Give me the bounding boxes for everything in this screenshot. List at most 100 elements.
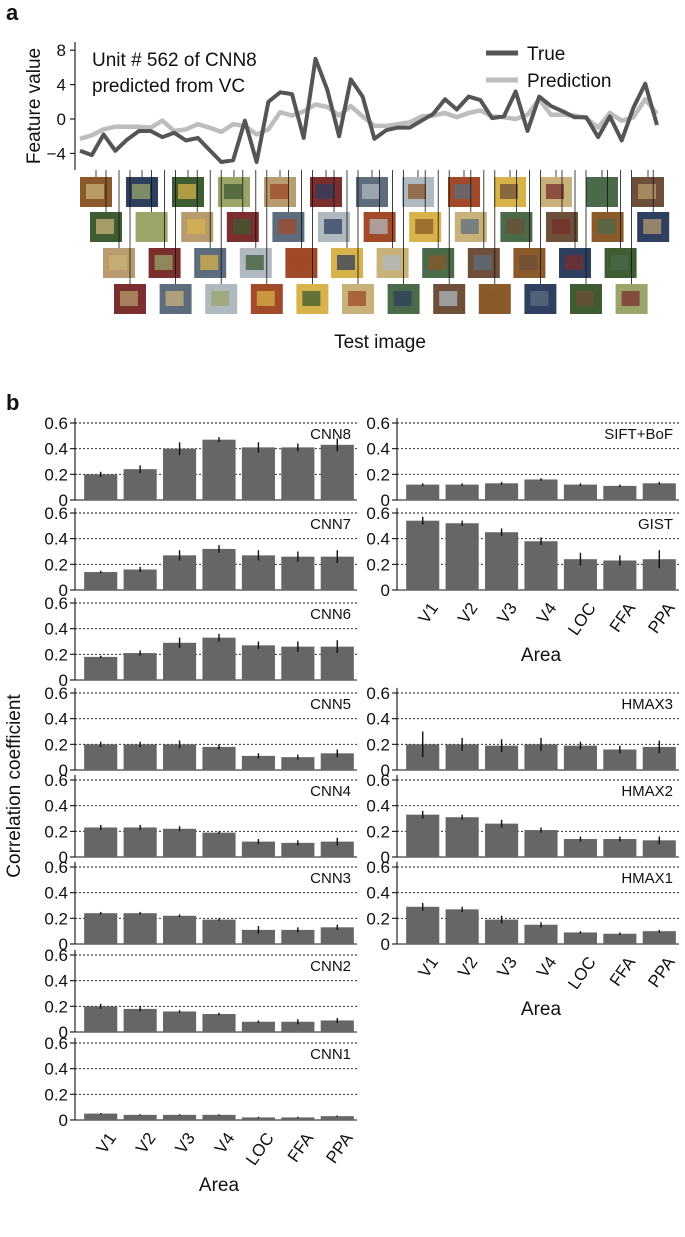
- bar-v4: [202, 1014, 236, 1032]
- bar-ppa: [642, 931, 676, 944]
- bar-loc: [241, 555, 275, 590]
- bar-v2: [123, 1114, 157, 1120]
- bar-v4: [202, 832, 236, 857]
- x-tick-label-v3: V3: [493, 599, 520, 627]
- bar-ppa: [320, 444, 354, 500]
- bar-ppa: [320, 1020, 354, 1032]
- y-tick-label: 0.6: [366, 414, 390, 433]
- y-tick-label: 0.6: [44, 771, 68, 790]
- bar-v3: [163, 1011, 197, 1032]
- y-tick-label: 0: [59, 491, 68, 510]
- x-axis-label: Area: [521, 645, 562, 666]
- bar-loc: [563, 745, 597, 770]
- x-tick-label-v3: V3: [493, 953, 520, 981]
- panel-a-annotation-line2: predicted from VC: [92, 76, 245, 97]
- panel-a-y-tick-label: −4: [47, 144, 66, 163]
- y-tick-label: 0.4: [44, 440, 68, 459]
- y-tick-label: 0.4: [44, 530, 68, 549]
- y-tick-label: 0.6: [44, 858, 68, 877]
- bar-v2: [123, 653, 157, 680]
- bar-v2: [123, 744, 157, 770]
- y-tick-label: 0.2: [366, 735, 390, 754]
- x-tick-label-loc: LOC: [564, 599, 600, 639]
- bar-ffa: [281, 929, 315, 944]
- x-tick-label-ffa: FFA: [606, 953, 640, 990]
- thumbnail-object: [302, 291, 321, 306]
- thumbnail-object: [592, 184, 610, 199]
- bar-v1: [84, 744, 118, 770]
- y-tick-label: 0.6: [44, 504, 68, 523]
- bar-ffa: [281, 556, 315, 590]
- bar-v4: [202, 919, 236, 944]
- thumbnail-object: [382, 255, 401, 270]
- y-tick-label: 0.6: [44, 414, 68, 433]
- bar-v3: [163, 744, 197, 770]
- panel-title-cnn2: CNN2: [310, 958, 351, 975]
- bar-panel-cnn4: 0 0.2 0.4 0.6 CNN4: [44, 771, 357, 867]
- bar-panel-cnn3: 0 0.2 0.4 0.6 CNN3: [44, 858, 357, 954]
- y-tick-label: 0.2: [44, 555, 68, 574]
- thumbnail-object: [256, 291, 275, 306]
- y-tick-label: 0.4: [366, 884, 390, 903]
- bar-panel-cnn7: 0 0.2 0.4 0.6 CNN7: [44, 504, 357, 600]
- bar-v1: [84, 572, 118, 590]
- y-tick-label: 0.4: [366, 530, 390, 549]
- bar-v1: [84, 1113, 118, 1120]
- panel-title-hmax2: HMAX2: [621, 783, 673, 800]
- bar-v3: [163, 828, 197, 857]
- y-tick-label: 0.2: [366, 555, 390, 574]
- bar-panel-cnn1: 0 0.2 0.4 0.6 CNN1 V1 V2 V3 V4 LOC FFA PPA Area: [44, 1034, 357, 1196]
- y-tick-label: 0: [59, 581, 68, 600]
- y-tick-label: 0.4: [44, 710, 68, 729]
- thumbnail-object: [109, 255, 127, 270]
- y-tick-label: 0.4: [44, 1060, 68, 1079]
- thumbnail-object: [154, 255, 173, 270]
- bar-v2: [123, 1008, 157, 1032]
- series-line-true: [79, 56, 659, 164]
- bar-ppa: [642, 746, 676, 770]
- bar-v4: [202, 637, 236, 680]
- bar-v4: [524, 541, 558, 590]
- bar-v2: [445, 523, 479, 590]
- x-tick-label-ffa: FFA: [606, 599, 640, 636]
- panel-title-hmax3: HMAX3: [621, 696, 673, 713]
- thumbnail-object: [500, 184, 518, 199]
- bar-panel-cnn8: 0 0.2 0.4 0.6 CNN8: [44, 414, 357, 510]
- bar-v1: [406, 814, 440, 857]
- x-tick-label-v4: V4: [211, 1129, 238, 1157]
- bar-v2: [123, 469, 157, 500]
- x-tick-label-ppa: PPA: [644, 953, 679, 991]
- thumbnail-object: [178, 184, 196, 199]
- test-image-thumbnails: [80, 170, 670, 314]
- x-tick-label-v1: V1: [93, 1129, 120, 1157]
- bar-ffa: [603, 933, 637, 944]
- x-tick-label-loc: LOC: [564, 953, 600, 993]
- bar-v1: [406, 484, 440, 500]
- y-tick-label: 0.2: [44, 1085, 68, 1104]
- thumbnail-object: [638, 184, 656, 199]
- thumbnail-object: [484, 291, 503, 306]
- thumbnail-object: [86, 184, 104, 199]
- bar-panel-cnn2: 0 0.2 0.4 0.6 CNN2: [44, 946, 357, 1042]
- thumbnail-object: [211, 291, 230, 306]
- x-axis-label: Area: [199, 1175, 240, 1196]
- bar-loc: [563, 484, 597, 500]
- bar-loc: [241, 1021, 275, 1032]
- bar-loc: [563, 932, 597, 944]
- y-tick-label: 0.6: [366, 684, 390, 703]
- y-tick-label: 0.4: [44, 884, 68, 903]
- bar-ffa: [281, 447, 315, 500]
- y-tick-label: 0.2: [44, 645, 68, 664]
- bar-v4: [202, 746, 236, 770]
- bar-ppa: [320, 841, 354, 857]
- thumbnail-object: [132, 184, 150, 199]
- panel-title-cnn4: CNN4: [310, 783, 351, 800]
- panel-a-line-chart: Feature value Unit # 562 of CNN8 predict…: [24, 41, 670, 353]
- panel-a-y-tick-label: 8: [57, 41, 66, 60]
- x-tick-label-loc: LOC: [242, 1129, 278, 1169]
- thumbnail-object: [530, 291, 549, 306]
- thumbnail-object: [165, 291, 184, 306]
- thumbnail-object: [337, 255, 355, 270]
- thumbnail-object: [348, 291, 366, 306]
